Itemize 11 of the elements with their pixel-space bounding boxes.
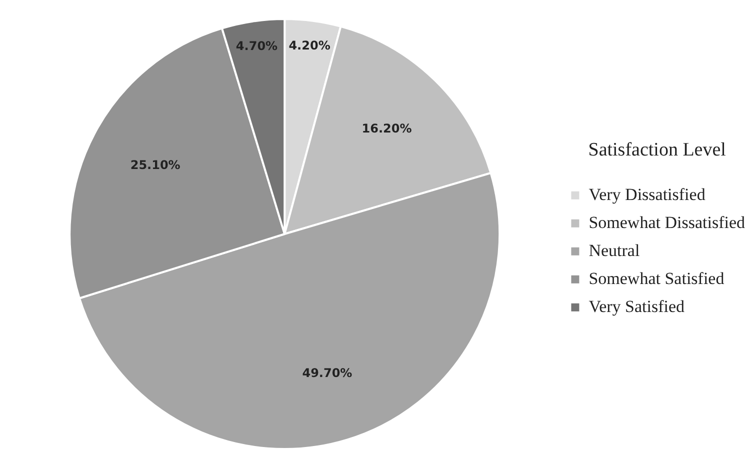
legend-label: Very Satisfied [588, 296, 686, 316]
data-label: 4.20% [288, 38, 330, 53]
legend-label: Somewhat Dissatisfied [588, 212, 746, 232]
legend-label: Neutral [588, 240, 640, 260]
legend-label: Very Dissatisfied [588, 184, 706, 204]
data-label: 49.70% [302, 366, 352, 380]
data-label: 25.10% [130, 158, 180, 172]
legend-title: Satisfaction Level [588, 140, 726, 161]
data-label: 16.20% [362, 122, 412, 136]
data-label: 4.70% [236, 38, 278, 53]
legend-label: Somewhat Satisfied [588, 268, 725, 288]
